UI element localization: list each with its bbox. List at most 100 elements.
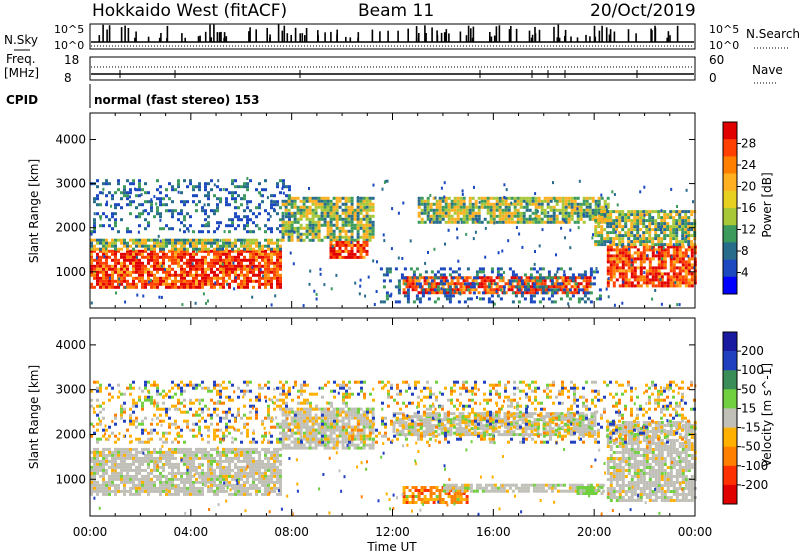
data-cell (141, 483, 144, 487)
data-cell (138, 261, 141, 265)
data-cell (147, 282, 150, 286)
data-cell (326, 223, 330, 227)
data-cell (293, 202, 297, 206)
data-cell (588, 196, 592, 200)
data-cell (195, 267, 198, 271)
data-cell (240, 197, 243, 201)
data-cell (293, 440, 297, 444)
data-cell (529, 276, 533, 280)
data-cell (105, 247, 108, 251)
data-cell (276, 459, 279, 463)
data-cell (496, 273, 500, 277)
data-cell (270, 468, 273, 472)
data-cell (174, 447, 177, 451)
data-cell (379, 267, 383, 271)
data-cell (90, 492, 93, 496)
data-cell (129, 465, 132, 469)
data-cell (93, 244, 96, 248)
data-cell (255, 264, 258, 268)
data-cell (120, 238, 123, 242)
data-cell (117, 285, 120, 289)
data-cell (228, 462, 231, 466)
data-cell (192, 258, 195, 262)
data-cell (111, 480, 114, 484)
data-cell (264, 453, 267, 457)
data-cell (174, 474, 177, 478)
noise-bar (209, 24, 211, 42)
data-cell (522, 211, 526, 215)
data-cell (408, 276, 412, 280)
data-cell (204, 258, 207, 262)
data-cell (624, 225, 628, 229)
data-cell (585, 205, 589, 209)
data-cell (255, 273, 258, 277)
data-cell (276, 447, 279, 451)
data-cell (490, 294, 494, 298)
data-cell (93, 230, 96, 234)
data-cell (615, 257, 619, 261)
data-cell (108, 447, 111, 451)
data-cell (630, 275, 634, 279)
data-cell (126, 252, 129, 256)
data-cell (598, 294, 602, 298)
data-cell (102, 241, 105, 245)
data-cell (225, 224, 228, 228)
data-cell (150, 238, 153, 242)
data-cell (222, 483, 225, 487)
data-cell (264, 209, 267, 213)
data-cell (675, 237, 679, 241)
data-cell (168, 447, 171, 451)
data-cell (267, 241, 270, 245)
data-cell (237, 252, 240, 256)
data-cell (189, 447, 192, 451)
data-cell (573, 202, 577, 206)
data-cell (219, 462, 222, 466)
data-cell (441, 276, 445, 280)
data-cell (525, 217, 529, 221)
data-cell (296, 446, 300, 450)
data-cell (138, 480, 141, 484)
data-cell (264, 179, 267, 183)
data-cell (231, 267, 234, 271)
data-cell (276, 249, 279, 253)
nsearch-label: N.Search (746, 27, 800, 41)
data-cell (675, 228, 679, 232)
data-cell (391, 207, 394, 211)
data-cell (618, 269, 622, 273)
data-cell (293, 214, 297, 218)
data-cell (654, 248, 658, 252)
data-cell (471, 211, 475, 215)
data-cell (261, 255, 264, 259)
data-cell (135, 206, 138, 210)
data-cell (621, 257, 625, 261)
data-cell (411, 276, 414, 280)
data-cell (359, 243, 363, 247)
data-cell (264, 279, 267, 283)
data-cell (439, 282, 443, 286)
data-cell (326, 437, 330, 441)
data-cell (90, 247, 93, 251)
data-cell (486, 220, 490, 224)
data-cell (153, 468, 156, 472)
data-cell (382, 285, 386, 289)
data-cell (438, 196, 442, 200)
data-cell (276, 244, 279, 248)
data-cell (237, 477, 240, 481)
data-cell (192, 247, 195, 251)
data-cell (483, 276, 487, 280)
data-cell (93, 462, 96, 466)
data-cell (231, 474, 234, 478)
data-cell (359, 416, 363, 420)
data-cell (477, 217, 481, 221)
data-cell (687, 228, 691, 232)
data-cell (394, 300, 398, 304)
data-cell (441, 217, 445, 221)
data-cell (660, 243, 664, 247)
data-cell (147, 471, 150, 475)
data-cell (329, 249, 333, 253)
data-cell (141, 282, 144, 286)
data-cell (150, 209, 153, 213)
data-cell (456, 199, 460, 203)
data-cell (588, 285, 592, 289)
data-cell (287, 196, 291, 200)
